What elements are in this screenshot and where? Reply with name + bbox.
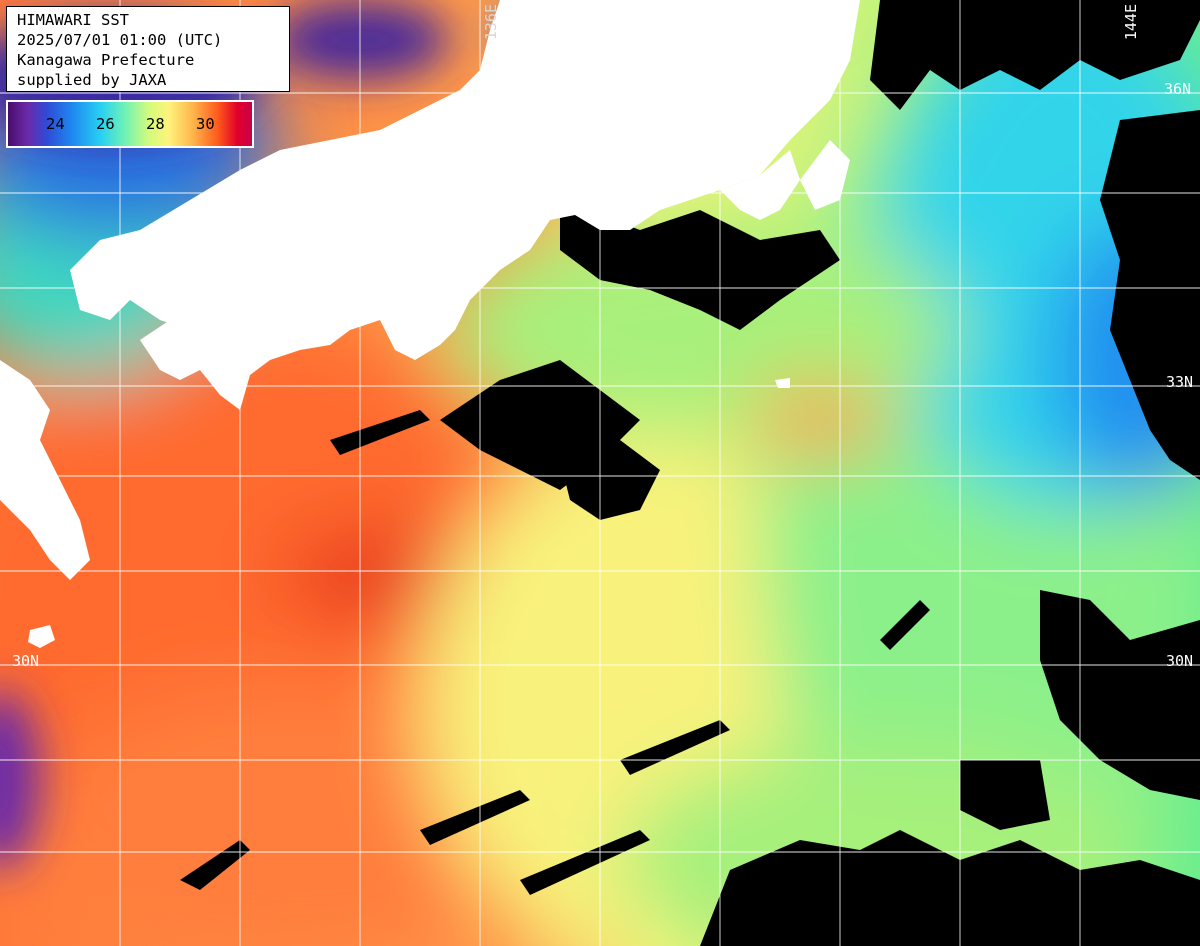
lon-label-136e: 136E [482, 4, 500, 41]
map-datetime: 2025/07/01 01:00 (UTC) [17, 31, 223, 49]
cloud-flecks-4 [620, 720, 730, 775]
cloud-north-japan [870, 0, 1200, 110]
lat-label-30n-left: 30N [12, 652, 40, 670]
sst-colorbar: 24 26 28 30 [6, 100, 254, 148]
map-credit: supplied by JAXA [17, 71, 167, 89]
cloud-flecks-3 [520, 830, 650, 895]
land-small-island-1 [28, 625, 55, 648]
land [0, 0, 860, 648]
cloud-southeast [700, 830, 1200, 946]
sst-orange-patch [750, 385, 890, 455]
cloud-flecks-6 [330, 410, 430, 455]
colorbar-label-26: 26 [96, 115, 115, 133]
cloud-streak-mid2 [560, 440, 660, 520]
lon-label-144e: 144E [1122, 4, 1140, 41]
lat-label-30n-right: 30N [1166, 652, 1194, 670]
map-title: HIMAWARI SST [17, 11, 129, 29]
land-kyushu [0, 360, 90, 580]
land-kii-peninsula [380, 300, 440, 360]
cloud-southeast-band [960, 760, 1050, 830]
land-small-island-3 [775, 378, 790, 388]
colorbar-label-24: 24 [46, 115, 65, 133]
sst-purple-west [0, 690, 40, 870]
land-izu-peninsula [720, 150, 800, 220]
land-shikoku [140, 270, 330, 410]
land-small-island-2 [470, 180, 495, 210]
land-boso-peninsula [800, 140, 850, 210]
colorbar-label-28: 28 [146, 115, 165, 133]
cloud-east-coast [1100, 110, 1200, 480]
lat-label-36n: 36N [1164, 80, 1192, 98]
colorbar-label-30: 30 [196, 115, 215, 133]
lat-label-33n: 33N [1166, 373, 1194, 391]
cloud-flecks-1 [180, 840, 250, 890]
cloud-flecks-5 [880, 600, 930, 650]
info-box: HIMAWARI SST 2025/07/01 01:00 (UTC) Kana… [6, 6, 290, 92]
cloud-flecks-2 [420, 790, 530, 845]
map-region: Kanagawa Prefecture [17, 51, 195, 69]
cloud-mask [180, 0, 1200, 946]
cloud-north-center [560, 200, 840, 330]
